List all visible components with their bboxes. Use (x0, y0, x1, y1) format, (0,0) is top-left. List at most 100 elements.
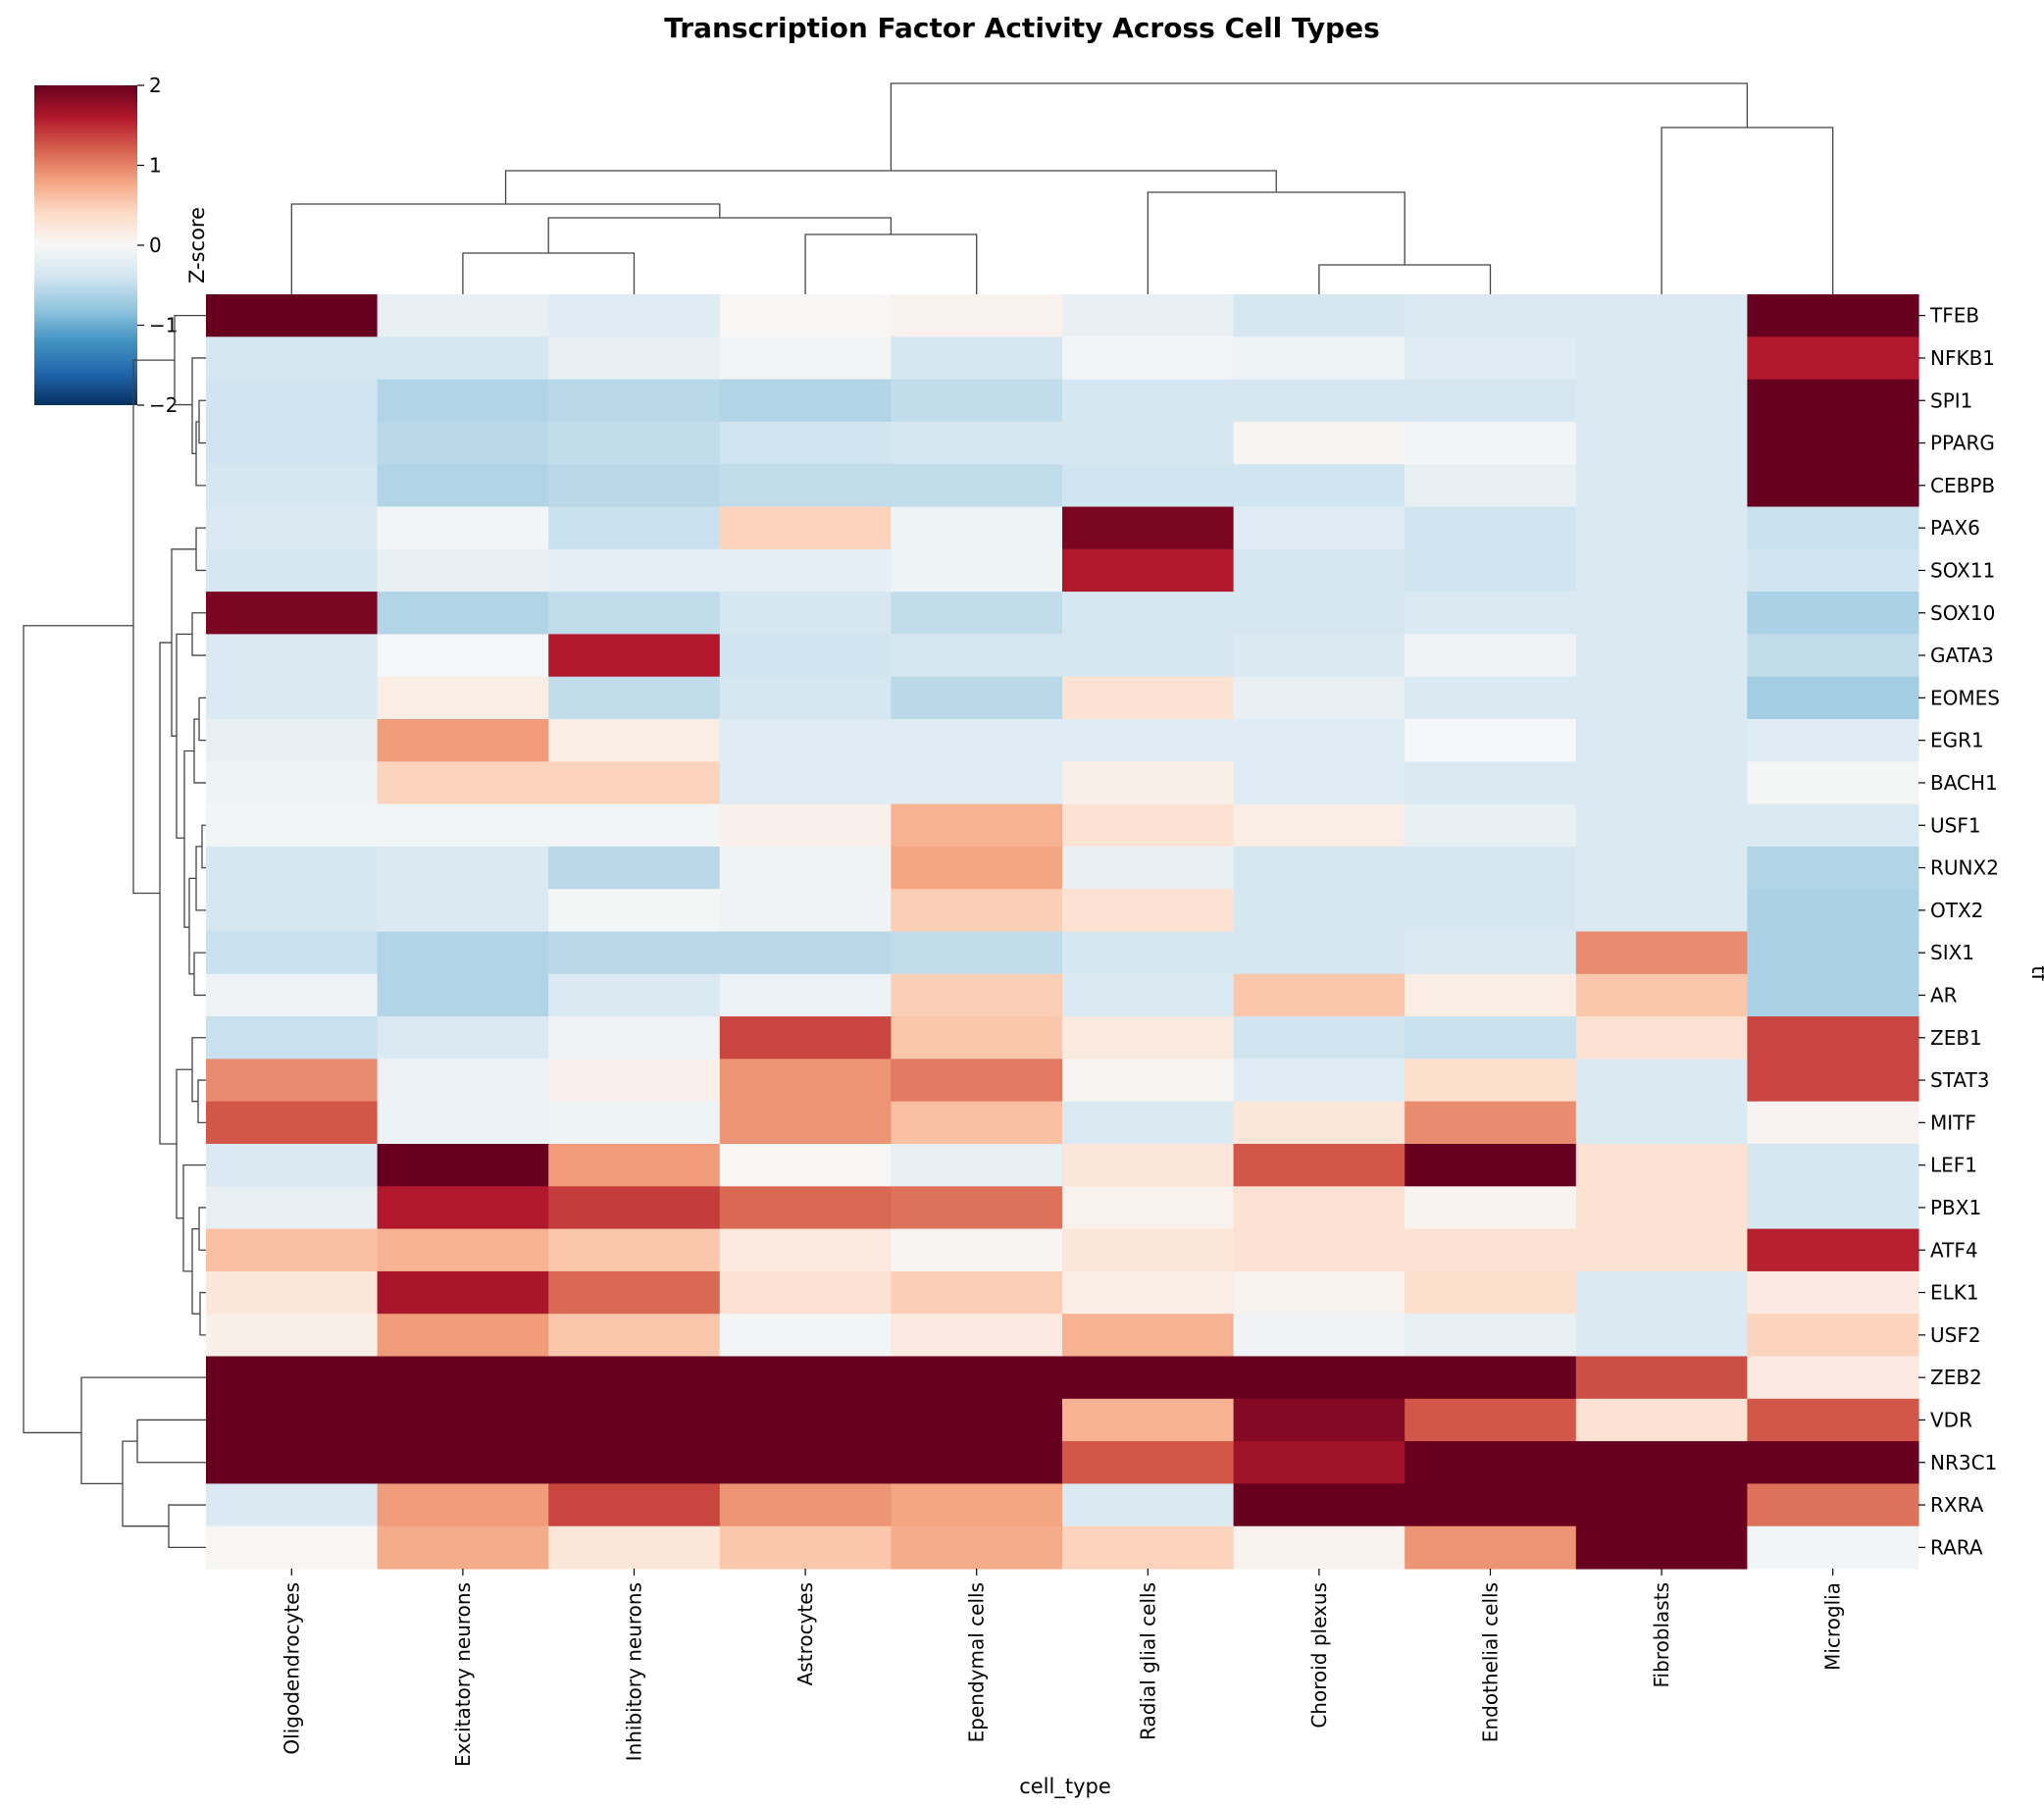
column-label: Astrocytes (793, 1582, 817, 1685)
heatmap-cell (1062, 294, 1235, 337)
heatmap-cell (719, 592, 892, 635)
heatmap-cell (548, 1525, 721, 1570)
heatmap-cell (719, 1016, 892, 1059)
heatmap-cell (377, 1483, 549, 1527)
heatmap-cell (1575, 973, 1748, 1017)
heatmap-cell (1575, 1016, 1748, 1059)
heatmap-cell (1062, 1016, 1235, 1059)
heatmap-cell (548, 506, 721, 550)
heatmap-cell (1233, 1059, 1405, 1103)
heatmap-cell (1747, 592, 1919, 635)
heatmap-cell (377, 1186, 549, 1230)
heatmap-cell (719, 719, 892, 762)
colorbar: 2 1 0 −1 −2 Z-score (34, 74, 209, 417)
heatmap-cell (1747, 1228, 1919, 1272)
heatmap-cell (1062, 761, 1235, 805)
heatmap-cell (1405, 1441, 1577, 1484)
heatmap-cell (1233, 1525, 1405, 1570)
heatmap-cell (1747, 973, 1919, 1017)
heatmap-cell (206, 1483, 379, 1527)
heatmap-cell (1062, 1356, 1235, 1400)
dendrogram-link (193, 952, 206, 997)
heatmap-cell (891, 592, 1063, 635)
heatmap-cell (548, 1144, 721, 1187)
row-label: ZEB2 (1930, 1366, 1982, 1389)
heatmap-cell (548, 294, 721, 337)
row-label: PAX6 (1930, 516, 1980, 540)
row-label: ATF4 (1930, 1238, 1978, 1262)
heatmap-cell (1233, 1144, 1405, 1187)
heatmap-cell (1747, 719, 1919, 762)
heatmap-cell (377, 421, 549, 465)
heatmap-cell (377, 1356, 549, 1400)
heatmap-cell (206, 846, 379, 890)
heatmap-cell (1747, 506, 1919, 550)
heatmap-cell (1233, 846, 1405, 890)
heatmap-cell (1575, 1270, 1748, 1315)
heatmap-cell (1747, 379, 1919, 423)
heatmap-cell (1747, 1270, 1919, 1315)
heatmap-cell (206, 379, 379, 423)
heatmap-cell (719, 846, 892, 890)
heatmap-cell (891, 1398, 1063, 1442)
heatmap-cell (1747, 676, 1919, 720)
heatmap-cell (891, 506, 1063, 550)
heatmap-cell (377, 803, 549, 848)
heatmap-cell (1575, 1314, 1748, 1358)
heatmap-cell (1747, 1144, 1919, 1187)
heatmap-cell (206, 931, 379, 975)
heatmap-cell (1747, 1483, 1919, 1527)
heatmap-cell (1233, 1483, 1405, 1527)
heatmap-cell (548, 1101, 721, 1145)
heatmap-cell (891, 1483, 1063, 1527)
heatmap-cell (1575, 294, 1748, 337)
heatmap-cell (719, 1356, 892, 1400)
heatmap-cell (206, 719, 379, 762)
heatmap-cell (206, 294, 379, 337)
heatmap-cell (891, 761, 1063, 805)
heatmap-cell (548, 379, 721, 423)
row-label: RUNX2 (1930, 856, 1999, 880)
dendrogram-link (188, 877, 196, 975)
heatmap-cell (719, 1228, 892, 1272)
heatmap-cell (719, 294, 892, 337)
heatmap-cell (548, 1314, 721, 1358)
heatmap-cell (1233, 1228, 1405, 1272)
row-label: MITF (1930, 1111, 1976, 1134)
heatmap-cell (1062, 1228, 1235, 1272)
heatmap-cell (719, 973, 892, 1017)
heatmap-cell (1405, 973, 1577, 1017)
heatmap-cell (1747, 1314, 1919, 1358)
heatmap-cell (1405, 379, 1577, 423)
heatmap-cell (548, 1016, 721, 1059)
heatmap-cell (548, 464, 721, 508)
heatmap-cell (548, 1186, 721, 1230)
column-dendrogram (290, 82, 1834, 294)
heatmap-cell (1062, 846, 1235, 890)
heatmap-cell (1062, 719, 1235, 762)
dendrogram-link (176, 1068, 192, 1219)
heatmap-cell (891, 1059, 1063, 1103)
heatmap-cell (1405, 1016, 1577, 1059)
heatmap-cell (377, 719, 549, 762)
heatmap-cell (1233, 592, 1405, 635)
heatmap-cell (1747, 761, 1919, 805)
heatmap-cell (1747, 931, 1919, 975)
column-label: Oligodendrocytes (280, 1582, 303, 1755)
dendrogram-link (547, 217, 893, 253)
colorbar-label: Z-score (185, 207, 209, 284)
heatmap-cell (377, 1101, 549, 1145)
heatmap-cell (1062, 548, 1235, 593)
heatmap-cell (206, 1398, 379, 1442)
heatmap-cell (1747, 1059, 1919, 1103)
heatmap-cell (1062, 1441, 1235, 1484)
heatmap-cell (891, 1314, 1063, 1358)
heatmap-cell (719, 1186, 892, 1230)
heatmap-cell (1405, 634, 1577, 678)
row-label: EGR1 (1930, 729, 1984, 752)
dendrogram-link (195, 421, 206, 487)
heatmap-cell (1405, 803, 1577, 848)
row-label: AR (1930, 983, 1958, 1007)
heatmap-cell (891, 1270, 1063, 1315)
